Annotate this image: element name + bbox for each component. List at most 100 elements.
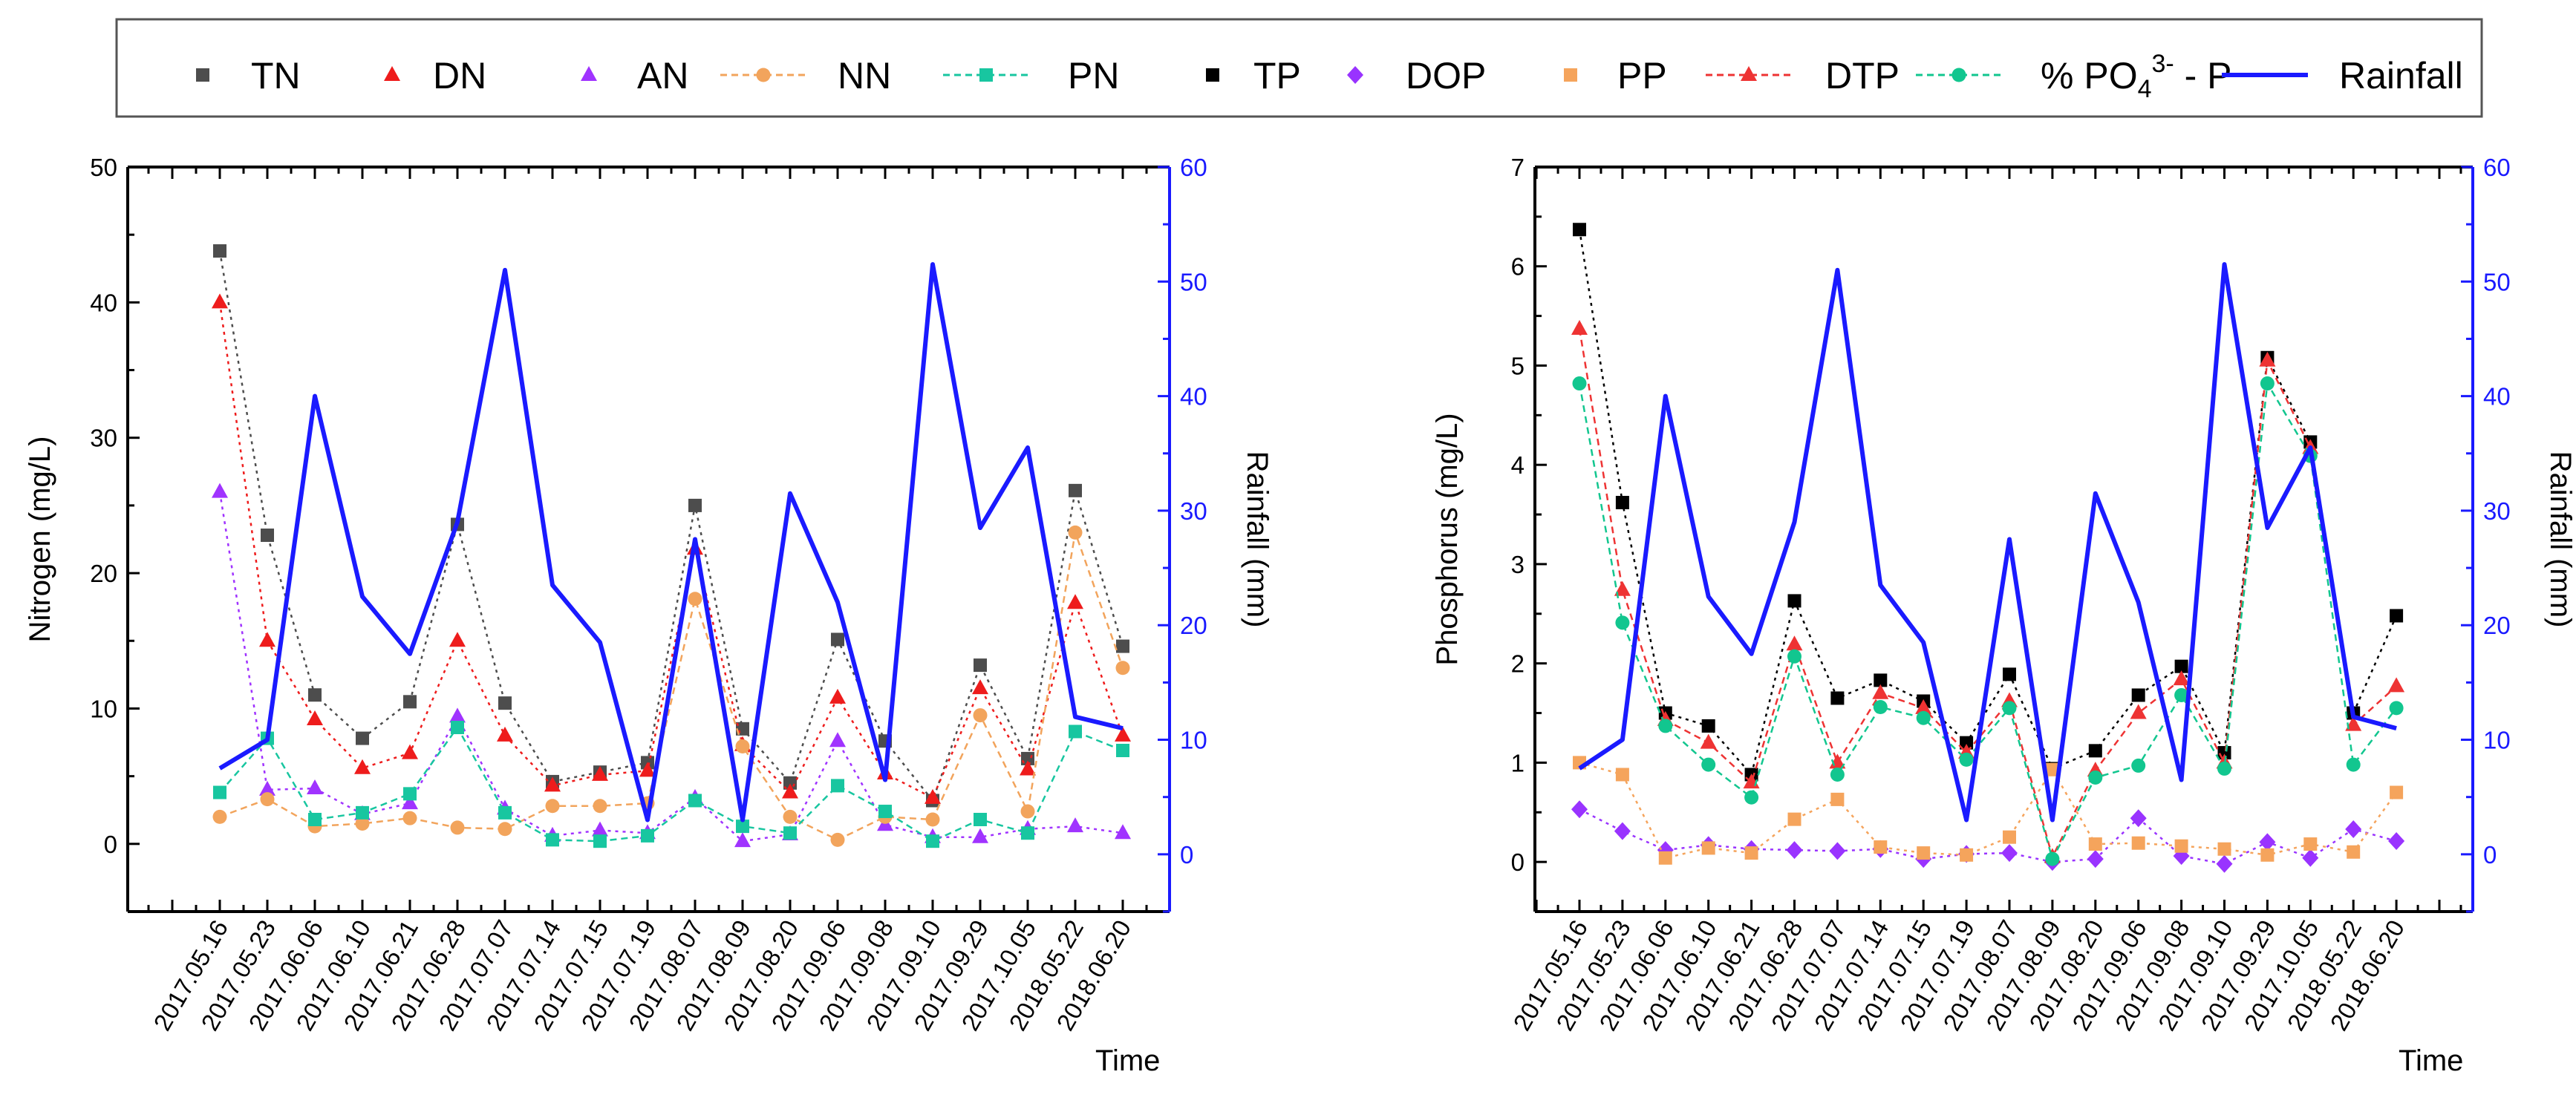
nitrogen-an-line [218,491,1124,843]
phosphorus-dtp-point [2388,677,2405,693]
nitrogen-an-point [1115,824,1131,840]
nitrogen-y2-axis-title: Rainfall (mm) [1241,451,1274,628]
nitrogen-pn-point [783,826,797,840]
nitrogen-an-point [307,779,323,795]
phosphorus-po4-point [1830,767,1845,782]
nitrogen-nn-point [260,792,275,807]
nitrogen-nn-point [545,799,560,814]
phosphorus-tp-point [2131,688,2145,702]
phosphorus-right-tick-label: 60 [2483,154,2511,181]
nitrogen-an-point [829,732,846,748]
nitrogen-left-tick-label: 40 [90,289,117,316]
legend-marker-dop [1347,66,1363,84]
phosphorus-dop-point [2130,809,2147,828]
phosphorus-pp-point [1787,812,1801,826]
phosphorus-tp-point [2003,667,2016,681]
phosphorus-po4-point [1873,700,1888,715]
phosphorus-right-tick-label: 20 [2483,612,2511,639]
nitrogen-pn-point [213,785,226,799]
phosphorus-tp-point [2390,609,2404,623]
legend-frame [115,18,2483,118]
phosphorus-pp-point [1917,846,1931,860]
nitrogen-an-point [734,832,751,848]
nitrogen-nn-point [212,809,227,824]
phosphorus-left-tick-label: 1 [1511,749,1525,776]
nitrogen-nn-line [219,532,1124,841]
nitrogen-pn-point [831,779,844,793]
nitrogen-dn-point [449,632,466,647]
phosphorus-tp-point [1830,691,1845,705]
nitrogen-pn-point [688,794,702,808]
phosphorus-dtp-point [1700,733,1717,749]
phosphorus-dtp-line [1578,328,2397,858]
nitrogen-left-tick-label: 10 [90,695,117,722]
phosphorus-chart: 0123456701020304050602017.05.162017.05.2… [1431,154,2576,1077]
nitrogen-nn-point [498,822,512,837]
nitrogen-pn-point [451,720,464,734]
phosphorus-dtp-point [2173,670,2190,686]
legend-label-po4: % PO43- - P [2041,50,2232,103]
nitrogen-dn-point [1115,726,1131,742]
nitrogen-right-tick-label: 0 [1180,841,1193,869]
nitrogen-nn-point [355,816,370,831]
legend-label-tn: TN [251,55,301,97]
phosphorus-pp-point [1701,841,1715,855]
nitrogen-an-point [592,821,608,837]
phosphorus-dop-point [2001,844,2018,863]
nitrogen-an-point [402,794,418,810]
phosphorus-dop-point [2216,854,2233,873]
phosphorus-pp-point [1615,768,1629,782]
phosphorus-po4-point [1744,790,1759,805]
phosphorus-left-tick-label: 2 [1511,650,1525,678]
nitrogen-tn-point [1069,483,1082,497]
phosphorus-right-tick-label: 10 [2483,727,2511,754]
nitrogen-dn-point [544,776,561,792]
nitrogen-pn-point [926,834,939,848]
phosphorus-tp-point [1787,594,1801,608]
legend: TN DN AN NN PN TP DOP PP DTP % PO43- - P Rainfall [115,18,2483,118]
nitrogen-right-tick-label: 20 [1180,612,1207,639]
nitrogen-dn-point [972,679,988,695]
nitrogen-left-tick-label: 30 [90,425,117,452]
nitrogen-tn-point [403,695,417,709]
phosphorus-po4-point [2045,851,2060,866]
phosphorus-po4-point [2131,758,2146,773]
phosphorus-dtp-point [2259,351,2276,367]
nitrogen-tn-point [688,498,702,512]
nitrogen-nn-point [1115,661,1130,676]
nitrogen-right-tick-label: 40 [1180,383,1207,411]
phosphorus-dop-point [2259,833,2276,851]
phosphorus-left-tick-label: 5 [1511,352,1525,379]
nitrogen-right-tick-label: 10 [1180,727,1207,754]
nitrogen-pn-point [1021,826,1034,840]
nitrogen-nn-point [1020,804,1035,819]
phosphorus-tp-point [2088,744,2102,758]
nitrogen-nn-point [402,811,417,825]
phosphorus-tp-point [1701,719,1715,733]
nitrogen-pn-point [974,812,987,826]
phosphorus-pp-point [2088,837,2102,851]
phosphorus-dtp-point [2130,704,2147,719]
nitrogen-left-tick-label: 0 [104,831,117,858]
nitrogen-dn-point [259,632,275,647]
nitrogen-x-axis-title: Time [1095,1044,1160,1077]
nitrogen-tn-point [1116,639,1129,653]
nitrogen-nn-point [450,820,465,835]
phosphorus-dop-line [1579,808,2397,866]
phosphorus-dop-point [1571,800,1588,819]
phosphorus-dop-point [2345,820,2362,839]
nitrogen-nn-point [688,592,702,606]
nitrogen-dn-point [212,293,228,309]
nitrogen-tn-point [308,688,322,702]
phosphorus-pp-point [2217,842,2231,856]
phosphorus-pp-point [1658,851,1672,865]
legend-marker-dn [384,66,400,81]
phosphorus-pp-point [1960,848,1974,862]
legend-label-rainfall: Rainfall [2339,55,2463,97]
phosphorus-tp-point [1960,736,1974,750]
phosphorus-po4-point [2389,701,2404,716]
phosphorus-po4-point [2260,376,2275,391]
phosphorus-dtp-point [1786,635,1803,651]
nitrogen-nn-point [1068,525,1083,540]
phosphorus-po4-point [2217,761,2231,776]
